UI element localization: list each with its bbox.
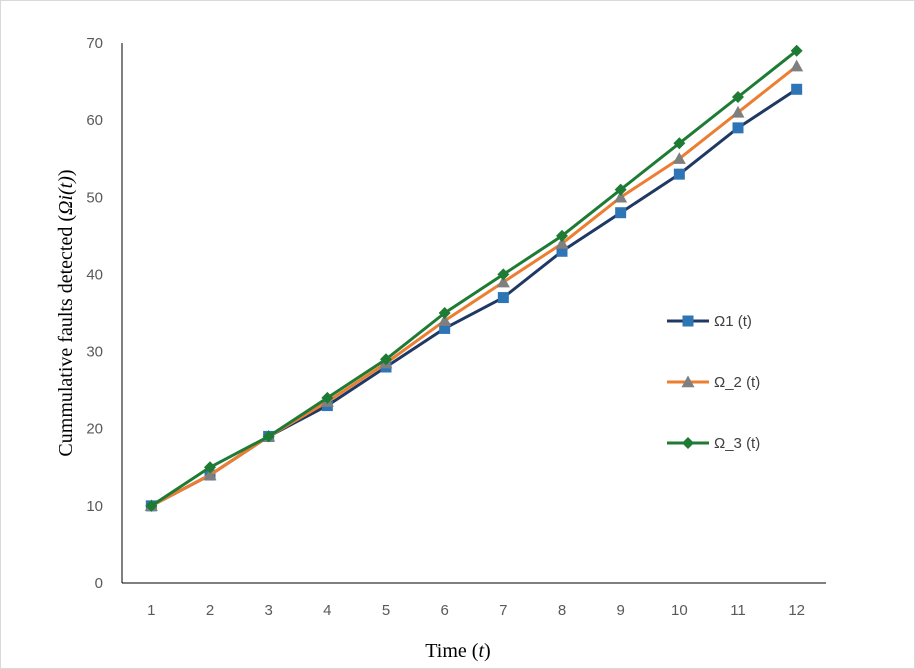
data-point [615, 207, 627, 219]
series-line [150, 49, 798, 508]
x-tick-label: 7 [499, 602, 507, 619]
y-axis-title: Cummulative faults detected (Ωi(t)) [55, 169, 77, 456]
data-point [321, 391, 334, 404]
data-point [614, 190, 628, 203]
data-point [732, 122, 744, 134]
x-tick-label: 6 [440, 602, 448, 619]
legend-item: Ω1 (t) [667, 313, 752, 330]
series-3 [145, 44, 803, 512]
data-point [682, 437, 694, 449]
data-point [145, 499, 158, 512]
y-tick-label: 70 [86, 35, 103, 52]
series-layer [144, 44, 804, 512]
y-tick-label: 10 [86, 498, 103, 515]
data-point [791, 83, 803, 95]
legend-label: Ω_2 (t) [714, 374, 760, 391]
data-point [438, 307, 451, 319]
y-tick-label: 0 [95, 575, 103, 592]
data-point [672, 152, 686, 164]
y-tick-label: 40 [86, 266, 103, 283]
x-tick-label: 3 [264, 602, 272, 619]
y-tick-label: 60 [86, 112, 103, 129]
data-point [614, 183, 627, 196]
legend: Ω1 (t) Ω_2 (t) Ω_3 (t) [667, 313, 760, 452]
data-point [673, 168, 685, 180]
data-point [681, 375, 695, 388]
data-point [380, 353, 392, 366]
data-point [556, 245, 568, 257]
legend-item: Ω_2 (t) [667, 374, 760, 391]
data-point [556, 229, 568, 242]
data-point [204, 461, 216, 474]
data-point [555, 237, 569, 249]
data-point [732, 91, 744, 103]
x-tick-label: 9 [616, 602, 624, 619]
x-tick-label: 10 [671, 602, 688, 619]
x-axis-title: Time (t) [425, 640, 490, 662]
x-tick-label: 11 [730, 602, 746, 619]
x-tick-label: 8 [558, 602, 566, 619]
data-point [497, 268, 510, 281]
legend-item: Ω_3 (t) [667, 435, 760, 452]
data-point [682, 315, 694, 327]
x-tick-label: 12 [788, 602, 805, 619]
data-point [496, 275, 510, 288]
data-point [731, 105, 745, 118]
y-tick-label: 30 [86, 344, 103, 361]
legend-label: Ω1 (t) [714, 313, 752, 330]
data-point [438, 314, 452, 326]
data-point [497, 292, 509, 304]
data-point [790, 44, 803, 57]
x-tick-label: 5 [382, 602, 390, 619]
x-tick-label: 2 [206, 602, 214, 619]
data-point [790, 59, 804, 72]
x-tick-label: 1 [147, 602, 155, 619]
y-tick-label: 50 [86, 189, 103, 206]
data-point [262, 430, 275, 443]
data-point [673, 137, 686, 150]
legend-label: Ω_3 (t) [714, 435, 760, 452]
data-point [203, 468, 217, 481]
y-tick-label: 20 [86, 421, 103, 438]
data-point [439, 322, 451, 334]
x-tick-label: 4 [323, 602, 331, 619]
